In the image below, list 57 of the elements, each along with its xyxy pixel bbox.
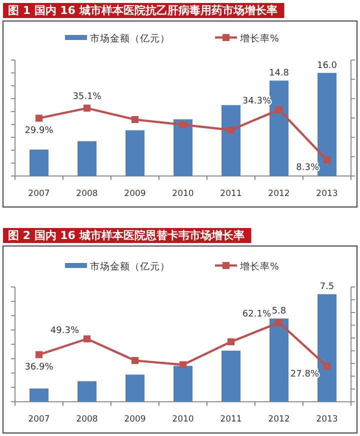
bar [30,388,48,402]
x-tick-label: 2013 [316,189,338,199]
point [36,114,42,122]
x-tick-label: 2008 [76,414,98,425]
legend-label: 增长率% [239,32,280,44]
data-label: 7.5 [320,282,334,292]
bar [222,105,240,176]
bar [174,366,192,402]
point [84,335,90,342]
x-tick-label: 2009 [124,414,146,425]
x-tick-label: 2008 [76,189,98,199]
bar [318,72,336,176]
data-label: 16.0 [316,60,338,71]
legend-label: 增长率% [239,260,280,272]
x-tick-label: 2011 [220,189,242,199]
point [132,357,138,364]
data-label: 36.9% [24,362,54,373]
bar [126,374,144,402]
point [276,319,282,326]
legend-label: 市场金额（亿元） [90,260,170,272]
x-tick-label: 2011 [220,414,242,425]
point [228,338,234,346]
point [276,106,282,114]
bar [270,318,288,402]
data-label: 62.1% [242,310,272,320]
x-tick-label: 2013 [316,414,338,425]
point [324,156,330,164]
point [36,351,42,358]
point [180,361,186,368]
bar [318,294,336,402]
data-label: 14.8 [268,68,290,79]
bar [78,381,96,402]
data-label: 49.3% [50,326,80,336]
point [180,121,186,128]
bar [78,141,96,176]
chart-title: 图 2 国内 16 城市样本医院恩替卡韦市场增长率 [8,229,244,242]
x-tick-label: 2010 [172,189,194,199]
bar [126,130,144,176]
chart-title: 图 1 国内 16 城市样本医院抗乙肝病毒用药市场增长率 [8,4,278,17]
bar [174,119,192,176]
x-tick-label: 2012 [268,414,290,425]
x-tick-label: 2010 [172,414,194,425]
x-tick-label: 2012 [268,189,290,199]
point [84,104,90,112]
point [132,116,138,124]
data-label: 29.9% [24,126,54,136]
x-tick-label: 2009 [124,189,146,199]
bar [222,350,240,402]
x-tick-label: 2007 [28,414,50,425]
bar [270,80,288,176]
point [324,362,330,370]
x-tick-label: 2007 [28,189,50,199]
bar [30,150,48,176]
point [228,126,234,134]
data-label: 5.8 [272,306,286,317]
legend-label: 市场金额（亿元） [90,32,170,44]
data-label: 35.1% [72,92,102,102]
